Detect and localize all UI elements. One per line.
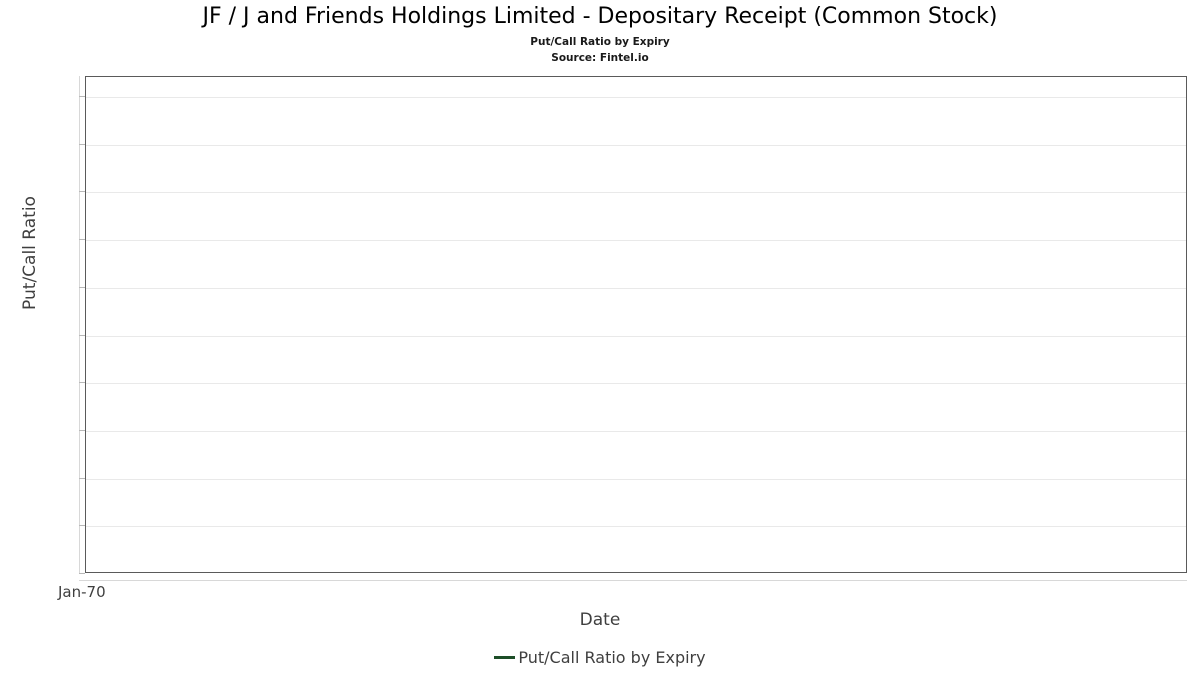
gridline — [86, 144, 1186, 146]
y-axis-tick-mark — [79, 334, 85, 336]
gridline — [86, 240, 1186, 242]
y-axis-spine — [79, 76, 80, 574]
gridline — [86, 192, 1186, 194]
gridline — [86, 287, 1186, 289]
gridline — [86, 335, 1186, 337]
data-series-layer — [86, 77, 1186, 572]
chart-title: JF / J and Friends Holdings Limited - De… — [202, 4, 998, 29]
plot-area — [85, 76, 1187, 573]
x-axis-tick-label: Jan-70 — [58, 583, 106, 601]
chart-source-attribution: Source: Fintel.io — [551, 52, 649, 64]
chart-subtitle: Put/Call Ratio by Expiry — [530, 36, 670, 48]
gridlines — [86, 77, 1186, 572]
gridline — [86, 430, 1186, 432]
y-axis-tick-mark — [79, 191, 85, 193]
y-axis-tick-mark — [79, 239, 85, 241]
gridline — [86, 97, 1186, 99]
legend-entry[interactable]: Put/Call Ratio by Expiry — [494, 648, 706, 667]
gridline — [86, 383, 1186, 385]
y-axis-tick-mark — [79, 96, 85, 98]
gridline — [86, 526, 1186, 528]
x-axis-spine — [79, 580, 1187, 581]
y-axis-tick-mark — [79, 382, 85, 384]
y-axis-tick-mark — [79, 525, 85, 527]
y-axis-tick-mark — [79, 477, 85, 479]
y-axis-title: Put/Call Ratio — [20, 196, 40, 310]
legend-line-swatch-icon — [494, 656, 516, 659]
y-axis-tick-mark — [79, 429, 85, 431]
y-axis-tick-mark — [79, 286, 85, 288]
y-axis-tick-mark — [79, 143, 85, 145]
legend-label: Put/Call Ratio by Expiry — [518, 648, 706, 667]
chart-legend: Put/Call Ratio by Expiry — [0, 648, 1200, 667]
x-axis-title: Date — [579, 610, 621, 630]
y-axis-tick-mark — [79, 573, 85, 574]
gridline — [86, 478, 1186, 480]
